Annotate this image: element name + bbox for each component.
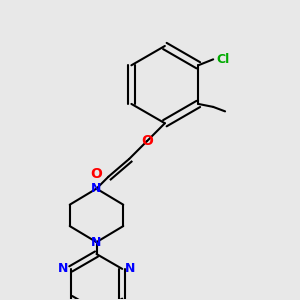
Text: O: O: [91, 167, 102, 181]
Text: N: N: [91, 182, 102, 195]
Text: O: O: [141, 134, 153, 148]
Text: N: N: [91, 236, 102, 249]
Text: N: N: [57, 262, 68, 275]
Text: N: N: [125, 262, 136, 275]
Text: Cl: Cl: [216, 53, 230, 66]
